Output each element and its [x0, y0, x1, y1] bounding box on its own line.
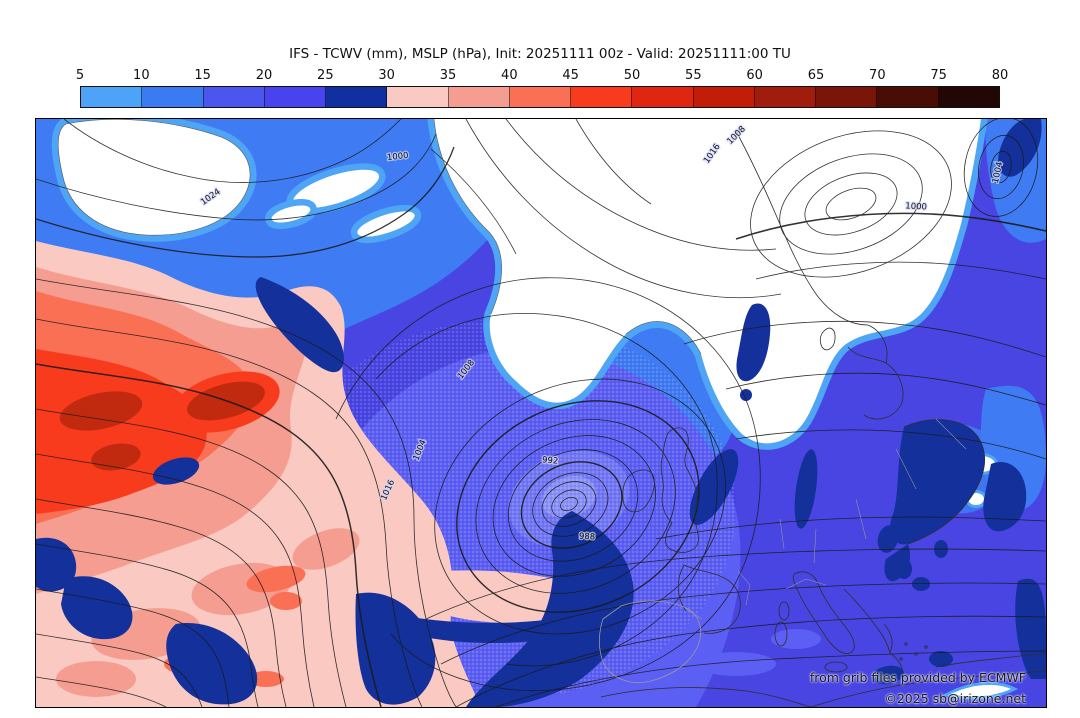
colorbar-tick: 50: [623, 68, 641, 83]
colorbar-tick: 60: [746, 68, 763, 83]
map-canvas: 1000102410081016100010049929881004101610…: [36, 119, 1046, 707]
colorbar-segment: [326, 87, 388, 107]
black-sea-navy: [889, 419, 985, 545]
colorbar-tick: 55: [685, 68, 702, 83]
front-boundary-navy-band: [255, 277, 344, 373]
colorbar-segment: [938, 87, 999, 107]
colorbar-segment: [816, 87, 878, 107]
colorbar: [80, 86, 1000, 108]
italy-coast: [792, 571, 855, 654]
france-coast: [683, 564, 741, 634]
denmark-coast: [819, 327, 836, 351]
ireland-coast: [622, 469, 655, 513]
attribution-source: from grib files provided by ECMWF: [809, 670, 1026, 685]
north-africa-coast: [600, 687, 812, 707]
colorbar-segment: [632, 87, 694, 107]
colorbar-tick: 75: [930, 68, 947, 83]
norway-coast: [735, 130, 869, 326]
colorbar-tick: 45: [562, 68, 579, 83]
great-britain-coast: [660, 427, 699, 553]
colorbar-segment: [509, 87, 572, 107]
colorbar-segment: [142, 87, 204, 107]
colorbar-tick: 40: [501, 68, 518, 83]
iberia-coast: [598, 600, 702, 683]
dry-white-regions: [51, 119, 988, 450]
colorbar-tick: 30: [378, 68, 395, 83]
page-title: IFS - TCWV (mm), MSLP (hPa), Init: 20251…: [289, 46, 791, 62]
colorbar-tick: 25: [317, 68, 334, 83]
scandinavian-high-isobars: [750, 130, 952, 278]
colorbar-tick: 15: [194, 68, 211, 83]
baltic-navy-streak: [736, 303, 771, 382]
coastlines: [57, 119, 1046, 707]
greenland-coast: [57, 119, 251, 236]
navy-tcwv-patches: [36, 119, 1046, 707]
colorbar-segment: [81, 87, 143, 107]
colorbar-segment: [387, 87, 449, 107]
colorbar-segment: [571, 87, 633, 107]
corner-low-isobars: [963, 119, 1039, 217]
colorbar-segment: [693, 87, 755, 107]
pressure-label: 988: [579, 532, 596, 543]
colorbar-tick: 70: [869, 68, 886, 83]
colorbar-segment: [203, 87, 265, 107]
colorbar-tick: 10: [133, 68, 150, 83]
adriatic-coast: [843, 588, 891, 654]
mslp-isobars: [36, 119, 1046, 707]
colorbar-segment: [448, 87, 510, 107]
colorbar-tick: 80: [991, 68, 1009, 83]
country-borders: [685, 418, 967, 620]
anatolia-coast: [935, 652, 1046, 668]
pressure-label: 1000: [387, 151, 410, 163]
colorbar-tick: 20: [255, 68, 273, 83]
colorbar-tick: 5: [75, 68, 85, 83]
weather-map: 1000 1024 1008 1016 1000 1004 992 988 1004 1016 10…: [35, 118, 1047, 708]
colorbar-segment: [877, 87, 939, 107]
pressure-label: 992: [542, 455, 559, 466]
black-sea-coast: [903, 419, 986, 545]
colorbar-segment: [754, 87, 817, 107]
colorbar-tick: 35: [439, 68, 457, 83]
attribution-copyright: ©2025 sb@irizone.net: [884, 691, 1026, 706]
cold-front-comma: [466, 511, 634, 707]
greece-coast: [883, 623, 903, 676]
colorbar-tick-labels: 5 10 15 20 25 30 35 40 45 50 55 60 65 70 75 80: [76, 68, 1008, 84]
cyclone-isobars: [434, 378, 726, 635]
colorbar-segment: [264, 87, 327, 107]
colorbar-tick: 65: [807, 68, 825, 83]
pressure-label: 1000: [905, 201, 927, 212]
